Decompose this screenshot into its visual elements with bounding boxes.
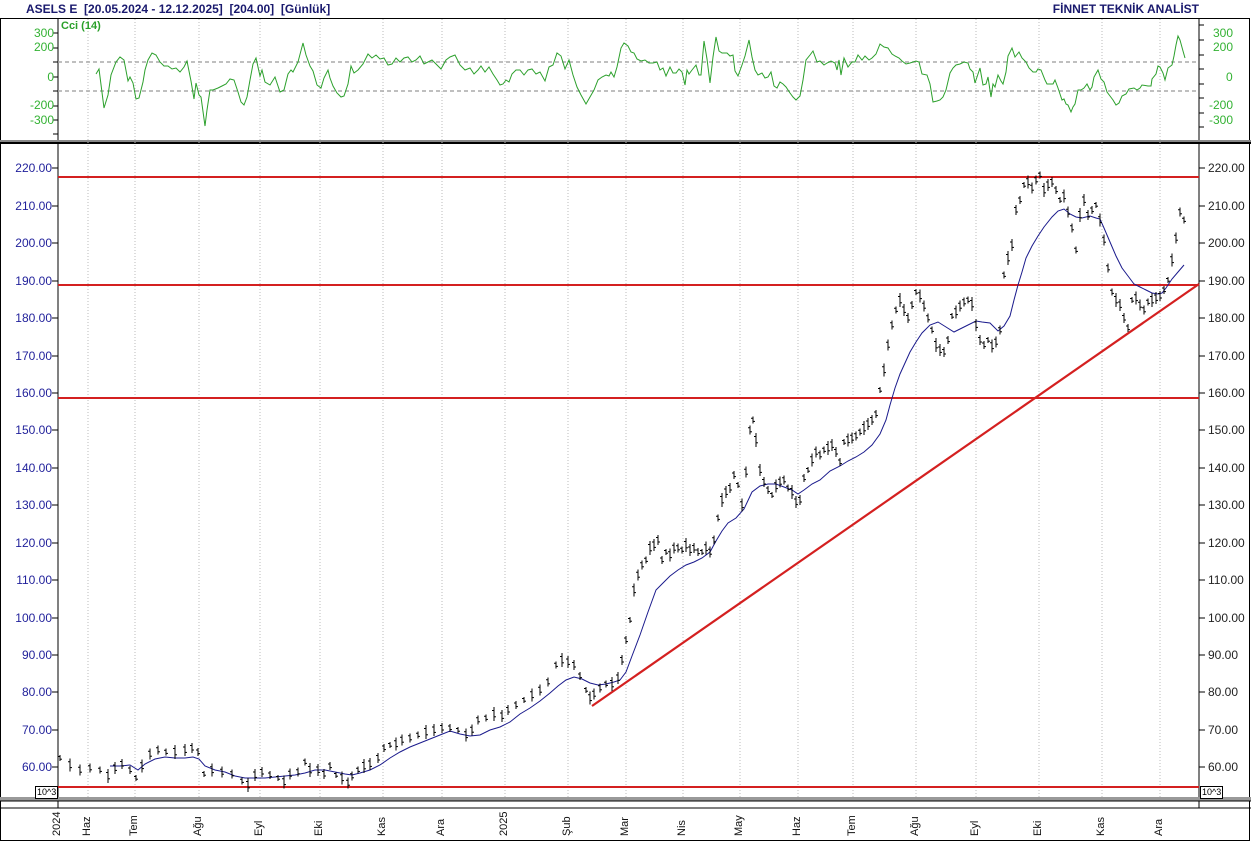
- symbol: ASELS E: [26, 2, 78, 16]
- uptrend-line: [591, 283, 1200, 707]
- price-tick-left: 190.00: [15, 274, 52, 288]
- x-axis-label: Ara: [435, 818, 447, 836]
- cci-axis-ticks: [53, 24, 1204, 135]
- x-axis-label: Eki: [313, 820, 325, 836]
- price-tick-left: 130.00: [15, 498, 52, 512]
- x-axis-label: 2024: [51, 811, 63, 836]
- price-tick-left: 200.00: [15, 236, 52, 250]
- price-tick-right: 170.00: [1208, 349, 1245, 363]
- brand-label: FİNNET TEKNİK ANALİST: [1052, 2, 1199, 16]
- cci-tick-left: 200: [33, 40, 54, 54]
- price-tick-right: 180.00: [1208, 311, 1245, 325]
- ohlc-bars: [58, 171, 1186, 792]
- x-axis-label: Tem: [128, 815, 140, 836]
- x-axis-label: Ağu: [909, 816, 921, 836]
- x-axis-label: Haz: [791, 816, 803, 836]
- x-axis-label: Kas: [376, 817, 388, 836]
- cci-tick-right: 300: [1213, 26, 1234, 40]
- price-tick-left: 90.00: [21, 648, 52, 662]
- cci-tick-left: 300: [33, 26, 54, 40]
- cci-tick-left: 0: [47, 70, 54, 84]
- cci-tick-right: -300: [1209, 113, 1234, 127]
- cci-tick-right: 0: [1226, 70, 1233, 84]
- moving-average-line: [110, 208, 1185, 779]
- x-axis-label: Eyl: [969, 820, 981, 836]
- price-tick-left: 170.00: [15, 349, 52, 363]
- price-tick-left: 100.00: [15, 611, 52, 625]
- scale-label-right: 10^3: [1200, 786, 1224, 799]
- price-tick-right: 220.00: [1208, 161, 1245, 175]
- x-axis-label: Nis: [676, 820, 688, 836]
- x-axis-label: Tem: [846, 815, 858, 836]
- chart-title: ASELS E [20.05.2024 - 12.12.2025] [204.0…: [26, 2, 330, 16]
- price-tick-left: 150.00: [15, 423, 52, 437]
- price-tick-left: 110.00: [16, 573, 52, 587]
- price-tick-left: 140.00: [15, 461, 52, 475]
- price-tick-left: 210.00: [15, 199, 52, 213]
- cci-indicator-label: Cci (14): [61, 20, 101, 32]
- price-tick-right: 60.00: [1208, 760, 1239, 774]
- cci-tick-left: -200: [29, 98, 54, 112]
- x-axis-label: Şub: [561, 816, 573, 836]
- price-tick-right: 80.00: [1208, 685, 1239, 699]
- price-tick-right: 190.00: [1208, 274, 1245, 288]
- price-tick-right: 100.00: [1208, 611, 1245, 625]
- price-tick-right: 90.00: [1208, 648, 1239, 662]
- price-tick-left: 70.00: [21, 723, 52, 737]
- price-tick-right: 210.00: [1208, 199, 1245, 213]
- cci-tick-right: -200: [1209, 98, 1234, 112]
- price-tick-right: 140.00: [1208, 461, 1245, 475]
- cci-tick-left: -300: [29, 113, 54, 127]
- support-resistance-levels: [58, 176, 1199, 788]
- x-axis-label: Ağu: [192, 816, 204, 836]
- price-tick-right: 160.00: [1208, 386, 1245, 400]
- cci-line: [95, 34, 1186, 127]
- price-axis-ticks: [52, 167, 1205, 768]
- x-axis-label: Haz: [81, 816, 93, 836]
- price-tick-left: 180.00: [15, 311, 52, 325]
- vertical-grid: [87, 19, 1161, 797]
- date-range: [20.05.2024 - 12.12.2025]: [84, 2, 223, 16]
- scale-label-left: 10^3: [35, 786, 59, 799]
- price-tick-right: 200.00: [1208, 236, 1245, 250]
- x-axis-label: Kas: [1095, 817, 1107, 836]
- price-tick-left: 80.00: [21, 685, 52, 699]
- last-price: [204.00]: [229, 2, 275, 16]
- price-tick-left: 160.00: [15, 386, 52, 400]
- price-tick-right: 120.00: [1208, 536, 1245, 550]
- x-axis-label: Mar: [619, 817, 631, 836]
- price-tick-left: 60.00: [21, 760, 52, 774]
- bottom-separator: [0, 797, 1251, 801]
- period: [Günlük]: [280, 2, 331, 16]
- x-axis-label: Eki: [1032, 820, 1044, 836]
- price-tick-right: 70.00: [1208, 723, 1239, 737]
- price-tick-right: 130.00: [1208, 498, 1245, 512]
- price-tick-right: 110.00: [1208, 573, 1244, 587]
- x-axis-label: 2025: [498, 811, 510, 836]
- x-axis-label: Eyl: [253, 820, 265, 836]
- cci-tick-right: 200: [1213, 40, 1234, 54]
- price-tick-left: 220.00: [15, 161, 52, 175]
- x-axis-label: Ara: [1153, 818, 1165, 836]
- price-tick-right: 150.00: [1208, 423, 1245, 437]
- price-tick-left: 120.00: [15, 536, 52, 550]
- x-axis-label: May: [733, 815, 745, 836]
